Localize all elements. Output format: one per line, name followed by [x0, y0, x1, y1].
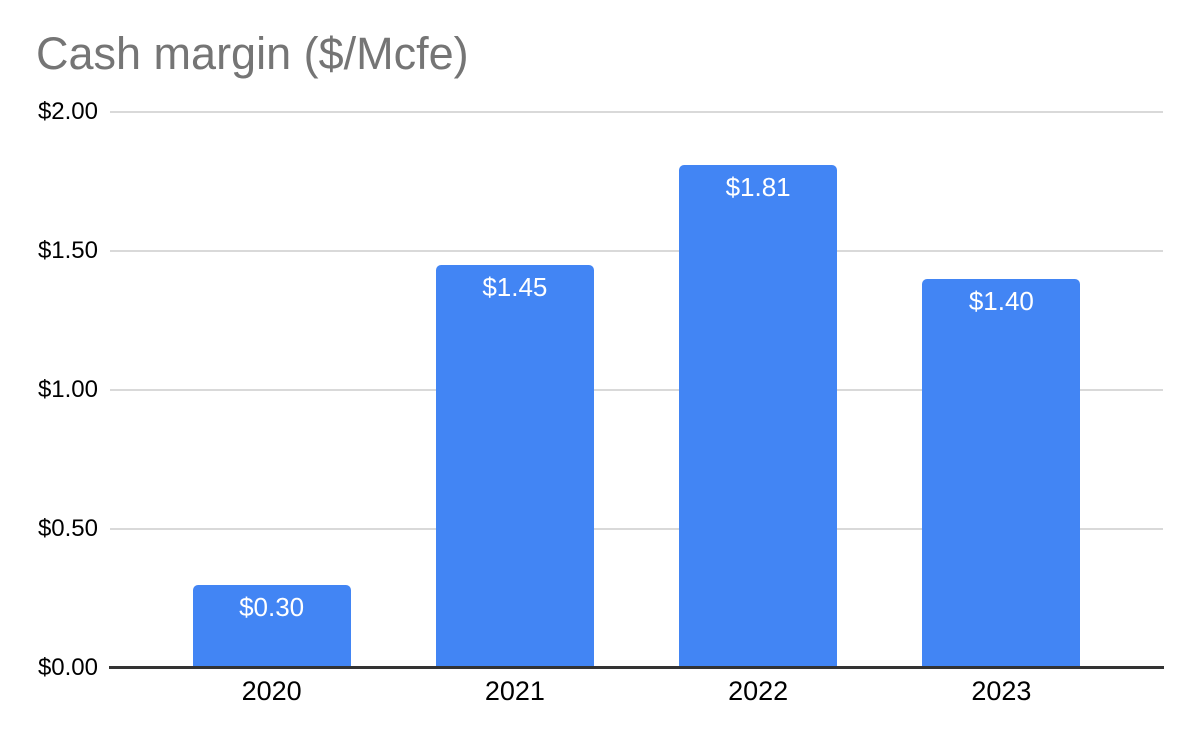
bar: $1.45 — [435, 264, 594, 668]
y-tick-label: $0.50 — [37, 515, 98, 542]
bar-value-label: $0.30 — [239, 591, 305, 622]
y-tick-label: $1.00 — [37, 376, 98, 403]
gridline — [110, 528, 1163, 530]
gridline — [110, 250, 1163, 252]
x-tick-label: 2023 — [971, 676, 1032, 706]
gridline — [110, 389, 1163, 391]
y-tick-label: $0.00 — [37, 654, 98, 681]
y-tick-label: $2.00 — [37, 98, 98, 125]
x-axis-line — [109, 666, 1164, 669]
bar-value-label: $1.40 — [968, 285, 1034, 316]
bar: $1.40 — [922, 278, 1081, 668]
bar: $1.81 — [679, 164, 838, 668]
gridline — [110, 111, 1163, 113]
bar-value-label: $1.45 — [482, 271, 548, 302]
bar-value-label: $1.81 — [725, 171, 791, 202]
x-tick-label: 2021 — [484, 676, 545, 706]
x-tick-label: 2020 — [241, 676, 302, 706]
y-tick-label: $1.50 — [37, 237, 98, 264]
bar: $0.30 — [192, 584, 351, 668]
x-tick-label: 2022 — [728, 676, 789, 706]
chart-title: Cash margin ($/Mcfe) — [36, 28, 469, 79]
